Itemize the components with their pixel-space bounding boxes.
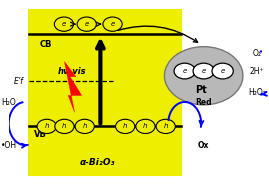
- Text: α-Bi₂O₃: α-Bi₂O₃: [80, 158, 115, 167]
- Text: h: h: [123, 123, 128, 129]
- Polygon shape: [65, 62, 82, 112]
- Text: H₂O₂: H₂O₂: [248, 88, 266, 97]
- Circle shape: [103, 17, 122, 31]
- Circle shape: [116, 119, 135, 133]
- Text: CB: CB: [39, 40, 52, 49]
- Text: 2H⁺: 2H⁺: [249, 67, 264, 77]
- Circle shape: [193, 63, 214, 79]
- Text: Ox: Ox: [198, 141, 209, 150]
- Circle shape: [37, 119, 56, 133]
- Circle shape: [164, 47, 243, 105]
- Text: e: e: [62, 21, 66, 27]
- Text: •OH: •OH: [1, 141, 17, 150]
- Text: e: e: [110, 21, 115, 27]
- Text: hν-vis: hν-vis: [58, 67, 86, 76]
- Text: e: e: [84, 21, 89, 27]
- Text: e: e: [221, 68, 225, 74]
- Circle shape: [136, 119, 155, 133]
- Text: Red: Red: [195, 98, 212, 107]
- Text: H₂O: H₂O: [1, 98, 16, 107]
- Text: h: h: [143, 123, 148, 129]
- Text: h: h: [83, 123, 87, 129]
- Text: e: e: [183, 68, 187, 74]
- Circle shape: [156, 119, 175, 133]
- Circle shape: [77, 17, 96, 31]
- Text: h: h: [44, 123, 49, 129]
- Text: O₂: O₂: [253, 49, 262, 58]
- Text: Pt: Pt: [195, 85, 207, 95]
- Circle shape: [55, 119, 74, 133]
- Text: h: h: [62, 123, 67, 129]
- Bar: [29, 10, 181, 175]
- Circle shape: [75, 119, 94, 133]
- Circle shape: [212, 63, 233, 79]
- Text: VB: VB: [34, 130, 47, 139]
- Text: e: e: [201, 68, 206, 74]
- Circle shape: [174, 63, 195, 79]
- Text: E’f: E’f: [14, 77, 24, 86]
- Text: h: h: [164, 123, 168, 129]
- Circle shape: [54, 17, 73, 31]
